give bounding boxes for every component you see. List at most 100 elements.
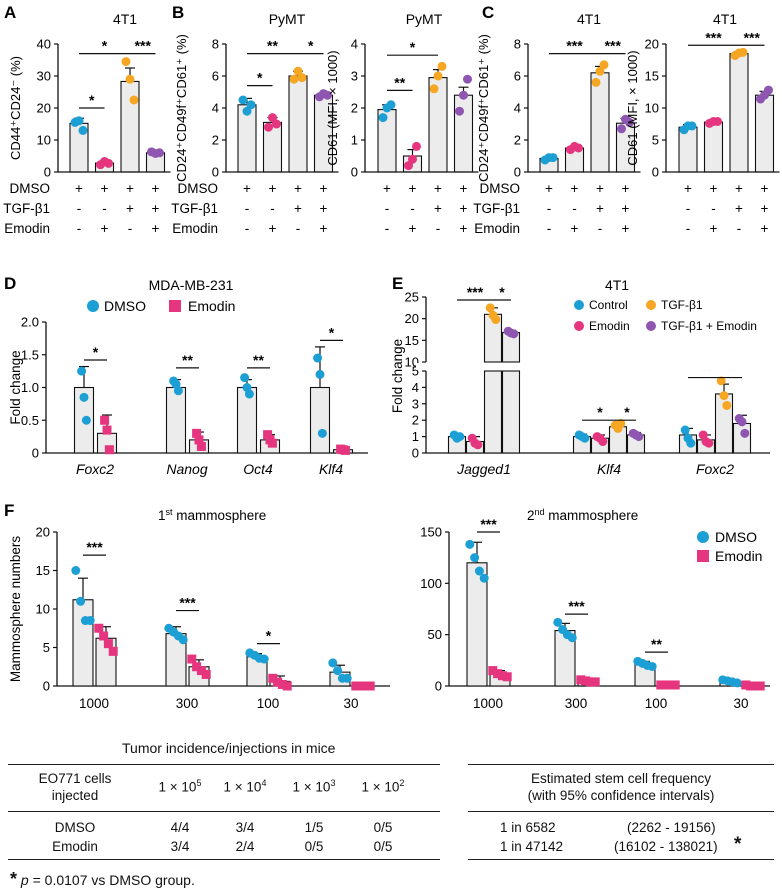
data-point <box>738 47 748 57</box>
data-point <box>196 441 206 451</box>
treatment-sign: + <box>434 181 442 196</box>
chart-b1-sig-label: * <box>308 38 314 54</box>
chart-b2-y-label: CD61 (MFI, × 1000) <box>325 50 340 165</box>
chart-f2-sig-label: ** <box>651 636 662 652</box>
data-point <box>732 678 742 688</box>
treatment-sign: + <box>269 181 277 196</box>
data-point <box>263 430 273 440</box>
treatment-sign: - <box>245 201 250 216</box>
treatment-row-label: Emodin <box>4 221 50 236</box>
chart-c1-y-label: CD24⁺CD49f⁺CD61⁺ (%) <box>476 34 491 182</box>
data-point <box>282 681 292 691</box>
treatment-sign: + <box>596 201 604 216</box>
chart-c1-y-tick-label: 8 <box>514 37 521 52</box>
treatment-sign: + <box>320 181 328 196</box>
data-point <box>108 646 118 656</box>
chart-b1-y-tick-label: 8 <box>212 37 219 52</box>
chart-a-y-tick-label: 10 <box>37 133 51 148</box>
data-point <box>746 681 756 691</box>
data-point <box>328 658 338 668</box>
legend-e-control-label: Control <box>589 298 628 312</box>
data-point <box>585 677 595 687</box>
chart-c2-y-label: CD61 (MFI, × 1000) <box>625 50 640 165</box>
chart-f2-sig-label: *** <box>568 598 585 614</box>
chart-b1-y-label: CD24⁺CD49f⁺CD61⁺ (%) <box>174 34 189 182</box>
data-point <box>670 680 680 690</box>
treatment-row-label: TGF-β1 <box>3 201 50 216</box>
data-point <box>192 662 202 672</box>
dose-header-1e2: 1 × 102 <box>348 778 418 795</box>
chart-c2-y-tick-label: 10 <box>645 101 659 116</box>
data-point <box>259 654 269 664</box>
data-point <box>129 95 139 105</box>
data-point <box>351 681 361 691</box>
chart-e-y-label: Fold change <box>390 339 405 413</box>
chart-d-y-tick-label: 0.5 <box>21 413 39 428</box>
data-point <box>196 666 206 676</box>
table-divider-bottom-right <box>468 859 774 860</box>
treatment-sign: + <box>320 221 328 236</box>
data-point <box>553 617 563 627</box>
treatment-sign: - <box>77 221 82 236</box>
chart-f1-sig-label: *** <box>86 539 103 555</box>
data-point <box>74 116 84 126</box>
data-point <box>408 154 417 164</box>
chart-c2-y-tick-label: 5 <box>652 133 659 148</box>
chart-b2-sig-label: ** <box>394 74 405 90</box>
data-point <box>81 415 91 425</box>
bar <box>309 386 331 454</box>
data-point <box>741 680 751 690</box>
chart-d-y-tick-label: 1.5 <box>21 347 39 362</box>
chart-f1: Mammosphere numbers051015201000***300***… <box>8 525 390 711</box>
treatment-sign: - <box>245 221 250 236</box>
chart-d-sig-label: ** <box>253 352 264 368</box>
data-point <box>574 143 583 153</box>
data-point <box>719 391 729 401</box>
dose-header-1e3: 1 × 103 <box>279 778 349 795</box>
chart-c1-y-tick-label: 0 <box>514 165 521 180</box>
data-point <box>365 681 375 691</box>
chart-e-sig-label: * <box>597 404 603 420</box>
chart-c2-y-tick-label: 0 <box>652 165 659 180</box>
data-point <box>580 433 590 443</box>
data-point <box>488 666 498 676</box>
category-label: Nanog <box>166 461 207 477</box>
category-label: Jagged1 <box>456 461 511 477</box>
chart-f1-y-tick-label: 0 <box>43 679 50 694</box>
chart-c1-sig-label: *** <box>605 38 622 54</box>
treatment-sign: - <box>128 221 133 236</box>
data-point <box>474 566 484 576</box>
treatment-row-label: DMSO <box>178 181 219 196</box>
chart-a-y-tick-label: 0 <box>44 165 51 180</box>
chart-f2-title-base: 2 <box>527 508 535 523</box>
chart-b1-sig-label: * <box>257 70 263 86</box>
data-point <box>386 100 396 110</box>
footnote-p: p <box>20 872 29 888</box>
treatment-sign: + <box>622 201 630 216</box>
table-footnote: * p = 0.0107 vs DMSO group. <box>10 869 195 890</box>
data-point <box>485 303 495 313</box>
data-point <box>455 106 464 116</box>
treatment-sign: - <box>598 221 603 236</box>
chart-b2-y-tick-label: 0 <box>351 165 358 180</box>
treatment-sign: + <box>152 201 160 216</box>
chart-c1-sig-label: *** <box>566 38 583 54</box>
treatment-sign: + <box>761 181 769 196</box>
data-point <box>576 675 586 685</box>
chart-e-sig-label: * <box>624 404 630 420</box>
panel-letter-a: A <box>4 3 16 22</box>
data-point <box>737 417 747 427</box>
category-label: 30 <box>733 696 748 711</box>
data-point <box>713 116 722 126</box>
treatment-sign: - <box>686 221 691 236</box>
row-emodin-1e2: 0/5 <box>373 839 393 854</box>
chart-e-lower-y-tick-label: 2 <box>412 413 419 428</box>
data-point <box>598 437 608 447</box>
data-point <box>433 71 443 81</box>
chart-d-y-tick-label: 2.0 <box>21 315 39 330</box>
chart-e-upper-y-tick-label: 15 <box>405 333 419 348</box>
data-point <box>473 440 483 450</box>
